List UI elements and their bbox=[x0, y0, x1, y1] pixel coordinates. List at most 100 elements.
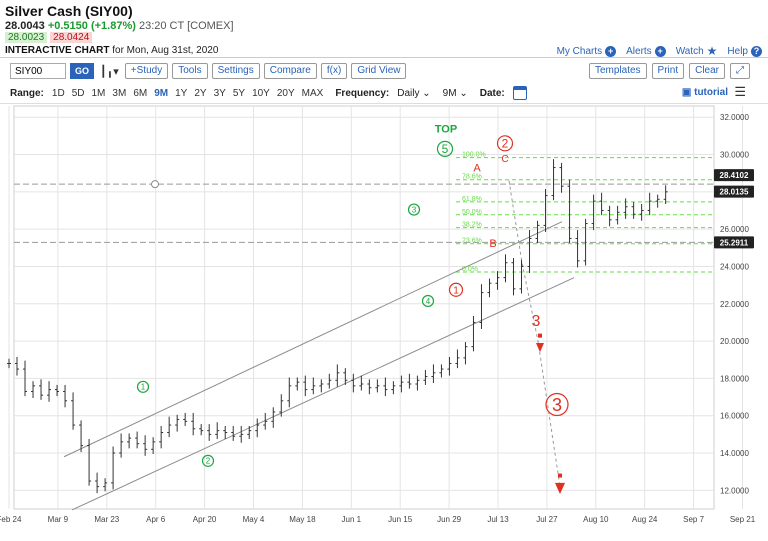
y-tick-label: 20.0000 bbox=[720, 337, 749, 346]
range-9m[interactable]: 9M bbox=[154, 87, 169, 99]
x-tick-label: Jul 13 bbox=[487, 515, 509, 524]
range-5d[interactable]: 5D bbox=[71, 87, 85, 99]
y-tick-label: 16.0000 bbox=[720, 412, 749, 421]
tutorial-label: tutorial bbox=[694, 87, 728, 98]
range-5y[interactable]: 5Y bbox=[232, 87, 246, 99]
go-button[interactable]: GO bbox=[70, 63, 95, 79]
price-bars bbox=[7, 159, 668, 494]
x-tick-label: Sep 21 bbox=[730, 515, 756, 524]
price-line: 28.0043 +0.5150 (+1.87%) 23:20 CT [COMEX… bbox=[5, 20, 234, 32]
x-tick-label: May 4 bbox=[243, 515, 265, 524]
x-tick-label: Jun 15 bbox=[388, 515, 413, 524]
y-tick-label: 14.0000 bbox=[720, 449, 749, 458]
wave-label: 4 bbox=[426, 297, 431, 306]
tools-button[interactable]: Tools bbox=[172, 63, 208, 79]
tutorial-link[interactable]: ▣ tutorial bbox=[681, 87, 728, 98]
print-button[interactable]: Print bbox=[651, 63, 685, 79]
plus-icon: + bbox=[654, 45, 666, 57]
my-charts-link[interactable]: My Charts + bbox=[557, 44, 617, 58]
settings-button[interactable]: Settings bbox=[211, 63, 260, 79]
chart-date: for Mon, Aug 31st, 2020 bbox=[112, 45, 219, 56]
x-tick-label: Jun 1 bbox=[342, 515, 362, 524]
bid-price: 28.0023 bbox=[5, 32, 48, 43]
range-label: Range: bbox=[10, 87, 44, 99]
study-button[interactable]: +Study bbox=[124, 63, 169, 79]
chart-toolbar: GO ┃╻▾ +Study Tools Settings Compare f(x… bbox=[10, 63, 407, 79]
wave-circle bbox=[407, 203, 421, 216]
clear-button[interactable]: Clear bbox=[689, 63, 725, 79]
price-chart[interactable]: 100.0% 78.6% 61.8% 50.0% 38.2% 23.6% 0.0% 1 2 3 4… bbox=[0, 104, 768, 541]
top-links: My Charts + Alerts + Watch ★ Help? bbox=[557, 44, 762, 58]
wave-label: TOP bbox=[435, 123, 457, 135]
ask-price: 28.0424 bbox=[50, 32, 93, 43]
wave-label: C bbox=[501, 154, 508, 165]
y-axis: 32.000030.000028.000026.000024.000022.00… bbox=[714, 113, 754, 495]
bid-ask: 28.0023 28.0424 bbox=[5, 32, 93, 43]
range-max[interactable]: MAX bbox=[301, 87, 324, 99]
range-1y[interactable]: 1Y bbox=[175, 87, 188, 99]
x-tick-label: Feb 24 bbox=[0, 515, 22, 524]
wave-circle bbox=[421, 294, 435, 308]
range-1m[interactable]: 1M bbox=[91, 87, 106, 99]
last-price: 28.0043 bbox=[5, 20, 45, 32]
calendar-icon[interactable] bbox=[512, 86, 527, 100]
chart-grid bbox=[8, 105, 743, 510]
wave-label: 1 bbox=[453, 285, 459, 296]
fib-label: 38.2% bbox=[462, 222, 482, 229]
symbol-input[interactable] bbox=[10, 63, 66, 79]
y-tick-label: 12.0000 bbox=[720, 486, 749, 495]
period-select[interactable]: 9M ⌄ bbox=[443, 88, 468, 99]
chart-toolbar-right: Templates Print Clear ⤢ bbox=[588, 63, 750, 79]
divider bbox=[0, 103, 768, 104]
wave-circle bbox=[136, 380, 150, 393]
wave-circle bbox=[201, 454, 215, 467]
range-6m[interactable]: 6M bbox=[133, 87, 148, 99]
chart-caption: INTERACTIVE CHART for Mon, Aug 31st, 202… bbox=[5, 45, 218, 56]
bar-style-icon[interactable]: ┃╻▾ bbox=[100, 65, 119, 78]
menu-icon[interactable]: ☰ bbox=[734, 84, 746, 99]
compare-button[interactable]: Compare bbox=[263, 63, 317, 79]
range-20y[interactable]: 20Y bbox=[276, 87, 295, 99]
down-arrow-stem bbox=[538, 333, 542, 338]
wave-label: 1 bbox=[141, 383, 146, 392]
wave-label: A bbox=[473, 162, 481, 174]
channel-lower bbox=[71, 277, 575, 511]
watch-link[interactable]: Watch ★ bbox=[676, 44, 718, 58]
range-3y[interactable]: 3Y bbox=[213, 87, 226, 99]
trend-channel bbox=[14, 180, 714, 511]
grid-view-button[interactable]: Grid View bbox=[351, 63, 407, 79]
x-tick-label: Apr 20 bbox=[193, 515, 217, 524]
range-1d[interactable]: 1D bbox=[51, 87, 65, 99]
wave-circle bbox=[545, 392, 569, 417]
help-link[interactable]: Help? bbox=[727, 44, 762, 58]
y-tick-label: 26.0000 bbox=[720, 225, 749, 234]
fib-label: 61.8% bbox=[462, 196, 482, 203]
frequency-select[interactable]: Daily ⌄ bbox=[397, 88, 430, 99]
range-2y[interactable]: 2Y bbox=[194, 87, 207, 99]
chevron-down-icon: ⌄ bbox=[459, 87, 468, 99]
plus-icon: + bbox=[605, 45, 617, 57]
fibonacci-levels: 100.0% 78.6% 61.8% 50.0% 38.2% 23.6% 0.0% bbox=[456, 152, 714, 273]
fx-button[interactable]: f(x) bbox=[320, 63, 348, 79]
price-change: +0.5150 (+1.87%) bbox=[47, 20, 136, 32]
templates-button[interactable]: Templates bbox=[588, 63, 647, 79]
y-tick-label: 22.0000 bbox=[720, 300, 749, 309]
range-3m[interactable]: 3M bbox=[112, 87, 127, 99]
chart-label: INTERACTIVE CHART bbox=[5, 45, 110, 56]
range-10y[interactable]: 10Y bbox=[252, 87, 270, 99]
wave-label: 2 bbox=[502, 137, 509, 151]
price-tag bbox=[714, 236, 754, 249]
fib-label: 100.0% bbox=[462, 152, 486, 159]
help-label: Help bbox=[727, 45, 748, 57]
wave-label: 3 bbox=[412, 205, 417, 214]
wave-label: 2 bbox=[206, 457, 211, 466]
price-tag bbox=[714, 185, 754, 198]
fib-label: 23.6% bbox=[462, 238, 482, 245]
wave-circle bbox=[436, 140, 454, 158]
expand-icon[interactable]: ⤢ bbox=[730, 63, 750, 79]
down-arrow-stem bbox=[558, 473, 562, 478]
alerts-link[interactable]: Alerts + bbox=[626, 44, 666, 58]
x-tick-label: Mar 23 bbox=[94, 515, 119, 524]
range-options: 1D 5D 1M 3M 6M 9M 1Y 2Y 3Y 5Y 10Y 20Y MAX bbox=[52, 88, 323, 99]
divider bbox=[0, 57, 768, 58]
